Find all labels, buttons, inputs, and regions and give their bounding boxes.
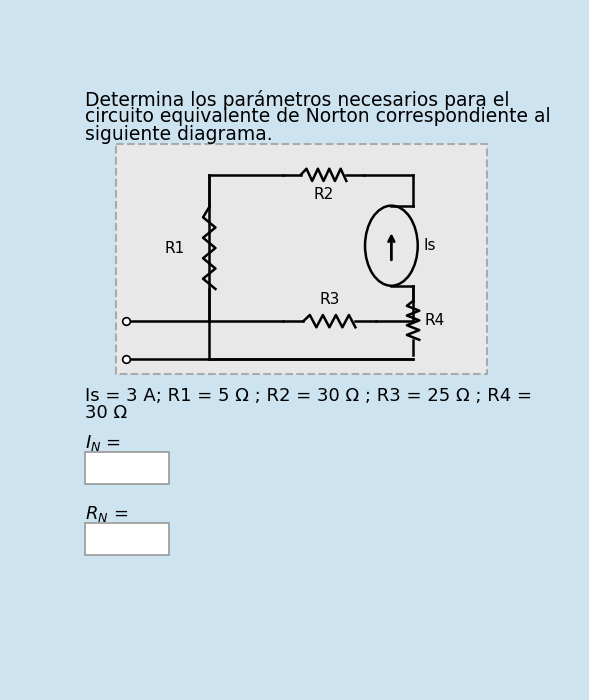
Text: 30 Ω: 30 Ω: [85, 403, 127, 421]
Text: $I_N$ =: $I_N$ =: [85, 433, 121, 453]
Text: R4: R4: [425, 313, 445, 328]
Text: siguiente diagrama.: siguiente diagrama.: [85, 125, 273, 144]
Text: $R_N$ =: $R_N$ =: [85, 504, 128, 524]
Text: Is: Is: [424, 238, 436, 253]
Bar: [85, 523, 169, 555]
Text: circuito equivalente de Norton correspondiente al: circuito equivalente de Norton correspon…: [85, 107, 551, 126]
Text: Is = 3 A; R1 = 5 Ω ; R2 = 30 Ω ; R3 = 25 Ω ; R4 =: Is = 3 A; R1 = 5 Ω ; R2 = 30 Ω ; R3 = 25…: [85, 386, 532, 405]
Text: R1: R1: [164, 241, 184, 256]
Text: R2: R2: [313, 187, 334, 202]
Text: Determina los parámetros necesarios para el: Determina los parámetros necesarios para…: [85, 90, 509, 110]
Bar: [85, 452, 169, 484]
Text: R3: R3: [319, 293, 340, 307]
Bar: [116, 144, 487, 374]
